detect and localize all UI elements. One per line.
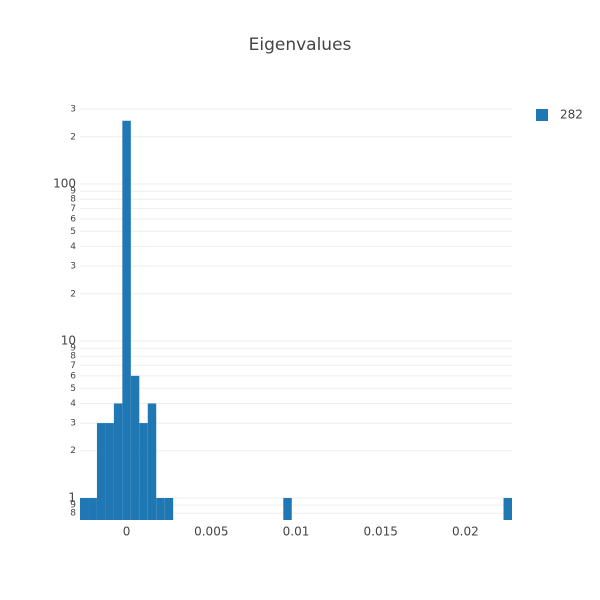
- bar: [130, 375, 140, 520]
- bar: [283, 497, 292, 520]
- y-tick-label: 10: [61, 334, 76, 348]
- y-tick-label: 5: [70, 384, 76, 394]
- y-tick-label: 9: [70, 501, 76, 511]
- bar: [122, 120, 131, 521]
- x-tick-label: 0.01: [283, 525, 310, 539]
- y-tick-label: 9: [70, 187, 76, 197]
- bar: [80, 497, 89, 520]
- bar: [113, 403, 123, 520]
- y-tick-label: 8: [70, 195, 76, 205]
- bar: [503, 497, 512, 520]
- y-tick-label: 3: [70, 419, 76, 429]
- y-tick-label: 4: [70, 399, 76, 409]
- legend-label: 282: [560, 108, 583, 122]
- y-tick-label: 7: [70, 204, 76, 214]
- y-tick-label: 2: [70, 446, 76, 456]
- y-tick-label: 100: [53, 177, 76, 191]
- y-tick-label: 4: [70, 242, 76, 252]
- bar: [88, 497, 97, 520]
- y-tick-label: 3: [70, 262, 76, 272]
- y-tick-label: 6: [70, 214, 76, 224]
- y-tick-label: 2: [70, 132, 76, 142]
- bar: [96, 423, 106, 520]
- y-tick-label: 8: [70, 509, 76, 519]
- bar: [164, 497, 174, 520]
- bar: [156, 497, 165, 520]
- x-tick-label: 0: [123, 525, 131, 539]
- x-tick-label: 0.02: [452, 525, 479, 539]
- bar: [147, 403, 157, 520]
- y-tick-label: 3: [70, 105, 76, 115]
- chart-title: Eigenvalues: [249, 35, 352, 55]
- y-tick-label: 6: [70, 371, 76, 381]
- x-tick-label: 0.005: [194, 525, 228, 539]
- y-tick-label: 2: [70, 289, 76, 299]
- bar: [139, 423, 148, 520]
- y-tick-label: 5: [70, 227, 76, 237]
- legend-swatch: [536, 109, 548, 121]
- bar: [105, 423, 114, 520]
- y-tick-label: 7: [70, 361, 76, 371]
- x-tick-label: 0.015: [364, 525, 398, 539]
- y-tick-label: 9: [70, 344, 76, 354]
- y-tick-label: 8: [70, 352, 76, 362]
- y-tick-label: 1: [68, 490, 76, 504]
